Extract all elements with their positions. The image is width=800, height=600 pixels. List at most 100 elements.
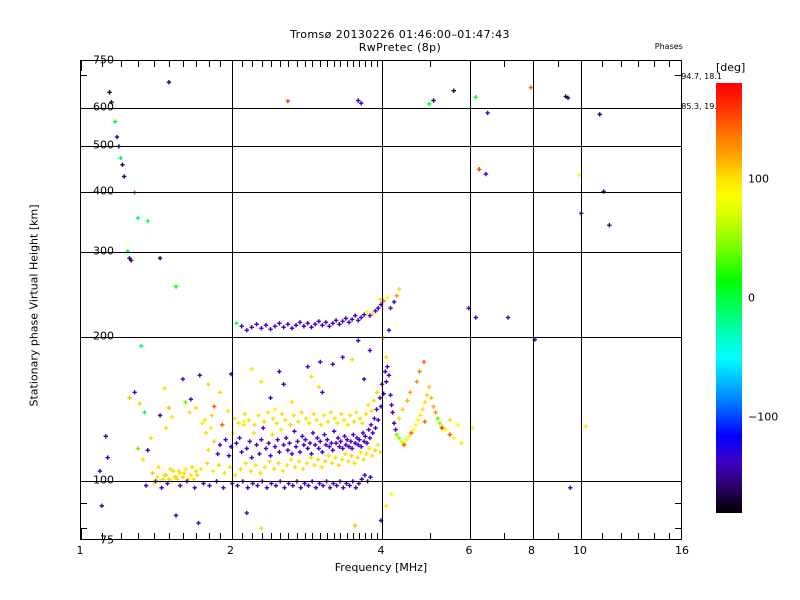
- x-axis-tick: [305, 533, 306, 539]
- x-axis-tick-label: 16: [675, 544, 689, 557]
- x-axis-tick: [334, 533, 335, 539]
- plot-title-line-1: Tromsø 20130226 01:46:00–01:47:43: [290, 28, 510, 41]
- scatter-point: [268, 395, 273, 401]
- scatter-point: [118, 155, 123, 161]
- scatter-point: [225, 408, 231, 414]
- x-axis-tick: [169, 61, 170, 67]
- scatter-point: [288, 457, 294, 462]
- scatter-point: [384, 503, 389, 509]
- scatter-point: [356, 318, 361, 323]
- colorbar-unit-label: [deg]: [716, 61, 746, 74]
- y-axis-tick-label: 100: [93, 473, 114, 487]
- scatter-point: [325, 437, 330, 442]
- x-axis-tick: [430, 533, 431, 539]
- scatter-point: [212, 439, 217, 444]
- scatter-point: [341, 485, 346, 490]
- x-axis-tick: [183, 61, 184, 67]
- scatter-point: [351, 419, 357, 424]
- scatter-point: [485, 110, 490, 116]
- scatter-point: [169, 414, 174, 420]
- scatter-point: [298, 485, 303, 490]
- x-axis-tick: [242, 61, 243, 67]
- x-axis-tick: [504, 61, 505, 67]
- scatter-point: [371, 398, 377, 403]
- x-axis-tick: [430, 61, 431, 67]
- scatter-point: [451, 435, 456, 441]
- scatter-point: [301, 324, 307, 329]
- scatter-point: [182, 470, 187, 476]
- scatter-point: [166, 405, 172, 411]
- scatter-point: [405, 398, 410, 403]
- scatter-point: [369, 453, 375, 458]
- x-axis-tick-label: 2: [227, 544, 234, 557]
- scatter-point: [166, 80, 172, 85]
- scatter-point: [103, 434, 108, 439]
- x-axis-tick: [154, 533, 155, 539]
- scatter-point: [356, 338, 361, 343]
- scatter-point: [414, 379, 419, 384]
- scatter-point: [367, 446, 372, 451]
- scatter-point: [259, 437, 264, 442]
- scatter-point: [285, 448, 291, 453]
- x-axis-tick: [533, 529, 534, 539]
- scatter-point: [443, 427, 449, 432]
- scatter-point: [259, 379, 264, 384]
- scatter-point: [429, 395, 434, 401]
- x-axis-tick: [121, 61, 122, 67]
- x-axis-tick: [327, 533, 328, 539]
- x-axis-tick: [138, 61, 139, 67]
- scatter-point: [143, 483, 149, 488]
- scatter-point: [330, 448, 335, 453]
- phase-stats-heading: Phases: [654, 42, 683, 51]
- scatter-point: [289, 451, 295, 457]
- scatter-point: [195, 472, 200, 478]
- x-axis-tick: [327, 61, 328, 67]
- scatter-point: [455, 422, 460, 428]
- y-axis-tick: [671, 108, 681, 109]
- scatter-point: [293, 323, 299, 328]
- colorbar-tick-label: −100: [748, 410, 779, 424]
- scatter-point: [353, 440, 358, 446]
- x-axis-tick: [196, 533, 197, 539]
- scatter-point: [477, 167, 482, 172]
- scatter-point: [329, 440, 334, 446]
- scatter-point: [391, 421, 397, 426]
- scatter-point: [318, 439, 323, 444]
- scatter-point: [607, 223, 612, 228]
- scatter-point: [273, 483, 279, 488]
- y-axis-tick-label: 200: [93, 329, 114, 343]
- x-axis-tick: [154, 61, 155, 67]
- scatter-point: [368, 475, 373, 480]
- y-axis-tick: [671, 252, 681, 253]
- scatter-point: [249, 325, 254, 330]
- scatter-point: [327, 444, 332, 449]
- scatter-point: [241, 419, 246, 424]
- scatter-point: [208, 425, 213, 431]
- x-axis-tick: [382, 529, 383, 539]
- scatter-point: [321, 413, 326, 418]
- scatter-point: [333, 455, 338, 460]
- scatter-point: [344, 437, 350, 442]
- scatter-point: [234, 321, 239, 326]
- scatter-point: [345, 422, 350, 428]
- scatter-point: [367, 348, 373, 353]
- x-axis-tick-label: 6: [465, 544, 473, 557]
- scatter-point: [597, 112, 602, 117]
- scatter-point: [439, 424, 445, 429]
- y-axis-tick: [671, 192, 681, 193]
- scatter-point: [372, 448, 378, 453]
- scatter-point: [459, 440, 464, 446]
- scatter-point: [156, 464, 161, 470]
- scatter-point: [320, 323, 325, 328]
- scatter-point: [258, 470, 263, 476]
- scatter-point: [406, 434, 412, 439]
- scatter-point: [337, 444, 342, 449]
- scatter-point: [148, 435, 154, 441]
- x-axis-tick: [353, 533, 354, 539]
- scatter-point: [318, 359, 323, 365]
- scatter-point: [245, 485, 250, 490]
- x-axis-tick: [242, 533, 243, 539]
- scatter-point: [333, 318, 339, 323]
- scatter-point: [422, 399, 428, 405]
- x-axis-tick: [359, 533, 360, 539]
